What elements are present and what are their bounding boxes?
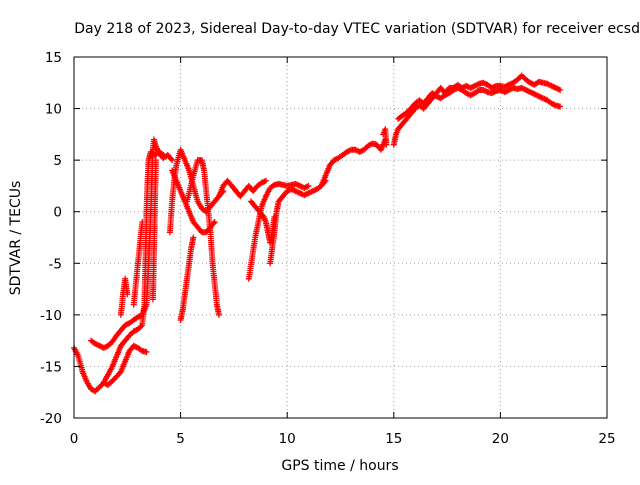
series-track-6 xyxy=(149,157,159,303)
series-markers xyxy=(318,136,389,189)
series-track-9 xyxy=(177,234,197,323)
series-markers xyxy=(395,84,564,122)
y-axis-label: SDTVAR / TECUs xyxy=(8,181,24,296)
series-track-7 xyxy=(166,146,227,236)
series-markers xyxy=(380,126,390,148)
series-markers xyxy=(267,177,329,267)
x-tick-label: 10 xyxy=(279,431,296,447)
series-markers xyxy=(177,234,197,323)
series-track-14 xyxy=(267,177,329,267)
series-track-10 xyxy=(184,157,222,318)
y-tick-label: -15 xyxy=(40,359,62,375)
y-tick-label: -20 xyxy=(40,411,62,427)
series-track-3 xyxy=(100,148,167,385)
series-markers xyxy=(166,146,227,236)
grid xyxy=(74,57,607,418)
series-markers xyxy=(245,180,312,282)
series-markers xyxy=(88,136,176,351)
series-markers xyxy=(390,72,564,148)
x-tick-label: 20 xyxy=(492,431,509,447)
series-markers xyxy=(149,157,159,303)
axis-ticks: 0 5 10 15 20 25 -20 -15 -10 -5 0 5 10 15 xyxy=(40,50,616,447)
data-points xyxy=(71,72,564,395)
series-track-16 xyxy=(390,72,564,148)
series-track-5 xyxy=(130,219,146,308)
series-track-13 xyxy=(245,180,312,282)
series-track-18 xyxy=(380,126,390,148)
series-track-4 xyxy=(117,275,131,318)
y-tick-label: 0 xyxy=(53,205,62,221)
y-tick-label: -10 xyxy=(40,308,62,324)
series-markers xyxy=(100,148,167,385)
x-tick-label: 0 xyxy=(70,431,79,447)
y-tick-label: 10 xyxy=(45,102,62,118)
series-markers xyxy=(184,157,222,318)
series-markers xyxy=(216,177,269,200)
series-track-2 xyxy=(88,136,176,351)
series-markers xyxy=(117,275,131,318)
series-track-17 xyxy=(395,84,564,122)
plot-area-border xyxy=(73,56,608,419)
x-tick-label: 15 xyxy=(385,431,402,447)
series-markers xyxy=(130,219,146,308)
series-track-15 xyxy=(318,136,389,189)
x-tick-label: 5 xyxy=(176,431,185,447)
series-track-11 xyxy=(216,177,269,200)
chart-title: Day 218 of 2023, Sidereal Day-to-day VTE… xyxy=(74,21,640,37)
y-tick-label: -5 xyxy=(49,256,62,272)
x-tick-label: 25 xyxy=(598,431,615,447)
x-axis-label: GPS time / hours xyxy=(281,458,398,474)
y-tick-label: 5 xyxy=(53,153,62,169)
y-tick-label: 15 xyxy=(45,50,62,66)
